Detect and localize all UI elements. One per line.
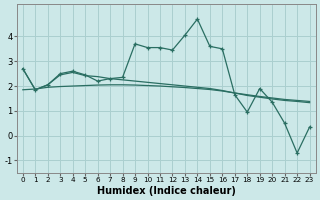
X-axis label: Humidex (Indice chaleur): Humidex (Indice chaleur) <box>97 186 236 196</box>
